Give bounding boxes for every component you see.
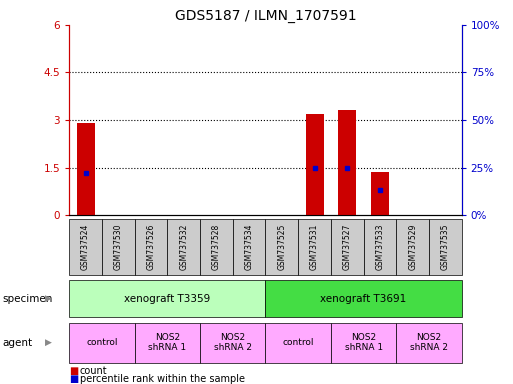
Text: ■: ■: [69, 374, 78, 384]
Text: control: control: [86, 338, 117, 347]
Text: GSM737534: GSM737534: [245, 223, 253, 270]
Text: specimen: specimen: [3, 293, 53, 304]
Text: ▶: ▶: [45, 338, 51, 347]
Text: GSM737531: GSM737531: [310, 223, 319, 270]
Text: GSM737527: GSM737527: [343, 223, 352, 270]
Text: GSM737529: GSM737529: [408, 223, 417, 270]
Text: xenograft T3691: xenograft T3691: [321, 293, 407, 304]
Text: xenograft T3359: xenograft T3359: [124, 293, 210, 304]
Text: NOS2
shRNA 2: NOS2 shRNA 2: [410, 333, 448, 353]
Text: GSM737533: GSM737533: [376, 223, 384, 270]
Title: GDS5187 / ILMN_1707591: GDS5187 / ILMN_1707591: [174, 8, 357, 23]
Text: ▶: ▶: [45, 294, 51, 303]
Text: GSM737530: GSM737530: [114, 223, 123, 270]
Text: GSM737532: GSM737532: [179, 223, 188, 270]
Text: NOS2
shRNA 1: NOS2 shRNA 1: [345, 333, 383, 353]
Bar: [338, 111, 356, 215]
Text: NOS2
shRNA 2: NOS2 shRNA 2: [214, 333, 252, 353]
Text: NOS2
shRNA 1: NOS2 shRNA 1: [148, 333, 186, 353]
Text: GSM737525: GSM737525: [278, 223, 286, 270]
Text: control: control: [283, 338, 314, 347]
Text: agent: agent: [3, 338, 33, 348]
Text: GSM737528: GSM737528: [212, 223, 221, 270]
Text: count: count: [80, 366, 107, 376]
Text: GSM737524: GSM737524: [81, 223, 90, 270]
Bar: [76, 123, 94, 215]
Text: percentile rank within the sample: percentile rank within the sample: [80, 374, 245, 384]
Bar: [371, 172, 389, 215]
Bar: [306, 114, 324, 215]
Text: GSM737526: GSM737526: [147, 223, 155, 270]
Text: GSM737535: GSM737535: [441, 223, 450, 270]
Text: ■: ■: [69, 366, 78, 376]
